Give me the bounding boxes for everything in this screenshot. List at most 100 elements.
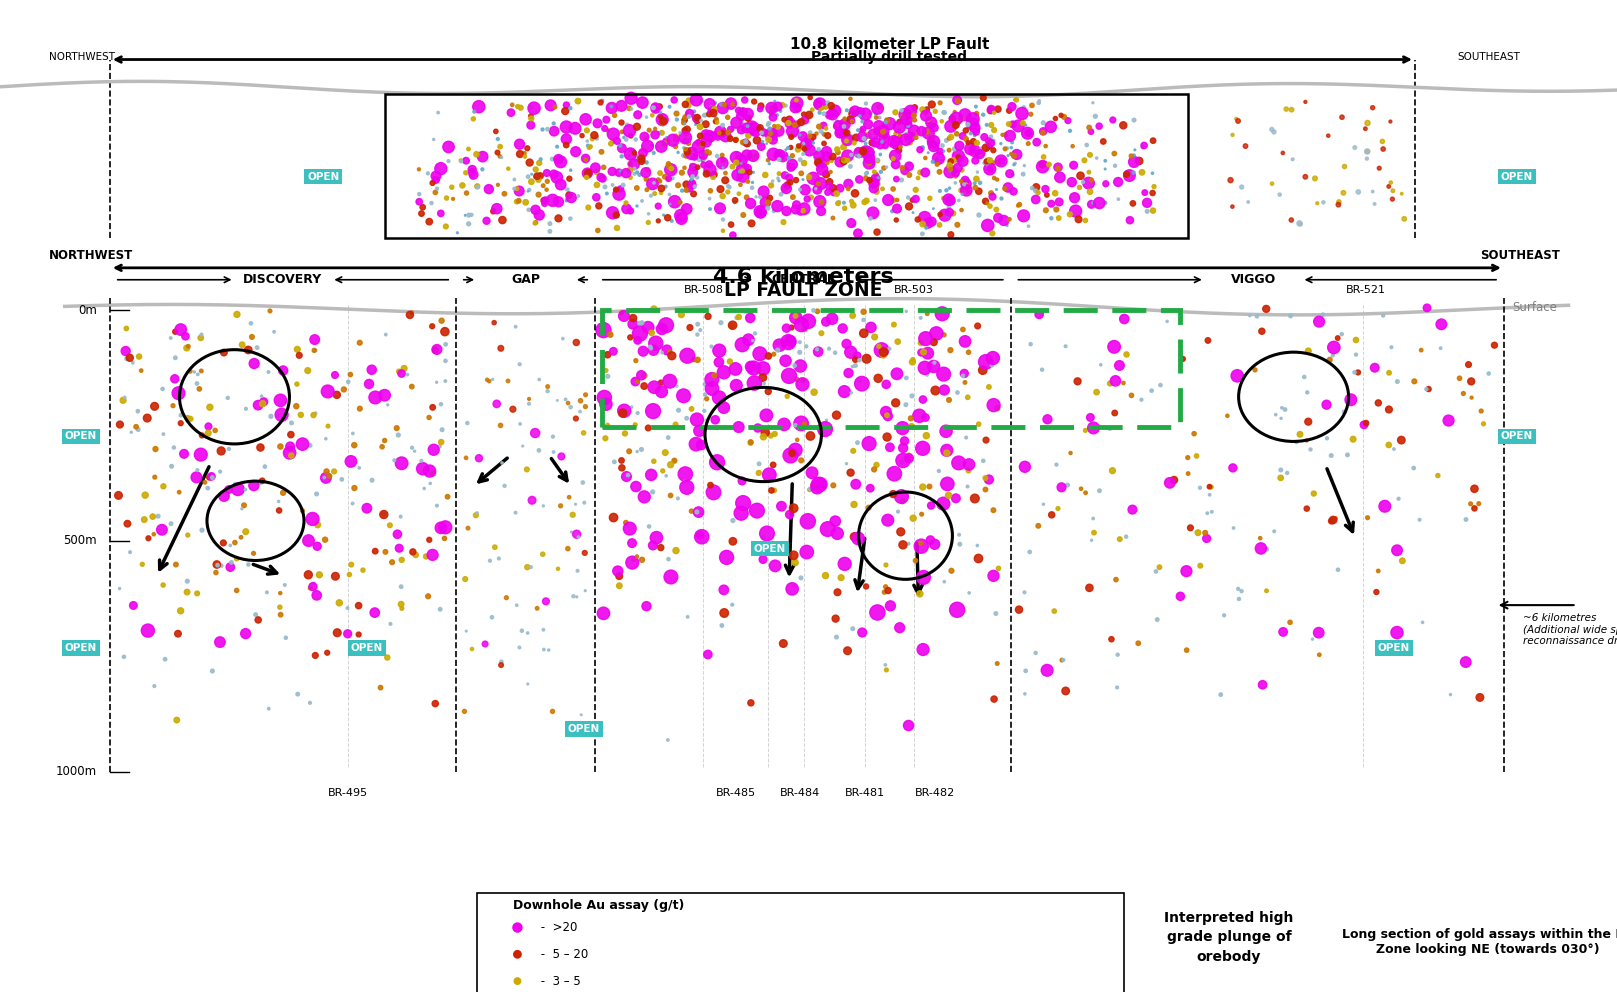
Point <box>304 517 330 533</box>
Point <box>1410 614 1436 630</box>
Point <box>1033 138 1059 154</box>
Point <box>1425 467 1450 483</box>
Point <box>1452 654 1478 670</box>
Point <box>883 157 909 173</box>
Point <box>461 104 487 120</box>
Point <box>553 192 579 208</box>
Point <box>912 165 938 181</box>
Point <box>150 381 176 397</box>
Point <box>1080 511 1106 527</box>
Point <box>665 178 690 193</box>
Point <box>982 170 1007 186</box>
Point <box>925 151 951 167</box>
Point <box>631 343 657 359</box>
Point <box>938 227 964 243</box>
Point <box>548 498 574 514</box>
Point <box>1111 375 1137 391</box>
Point <box>881 466 907 482</box>
Point <box>872 160 897 176</box>
Point <box>1100 112 1125 128</box>
Text: BR-495: BR-495 <box>328 788 367 798</box>
Point <box>233 401 259 417</box>
Point <box>833 117 859 133</box>
Point <box>429 205 454 221</box>
Point <box>931 104 957 120</box>
Point <box>1198 479 1224 495</box>
Point <box>629 193 655 209</box>
Point <box>1004 147 1030 163</box>
Point <box>647 98 673 114</box>
Point <box>747 101 773 117</box>
Point <box>388 509 414 525</box>
Point <box>640 538 666 554</box>
Point <box>131 512 157 528</box>
Point <box>705 115 731 131</box>
Point <box>513 149 538 165</box>
Point <box>1366 161 1392 177</box>
Point <box>768 186 794 202</box>
Point <box>757 156 783 172</box>
Point <box>823 513 849 529</box>
Point <box>493 590 519 606</box>
Point <box>930 306 956 321</box>
Point <box>778 115 804 131</box>
Point <box>784 142 810 158</box>
Point <box>314 645 340 661</box>
Point <box>779 148 805 164</box>
Point <box>952 333 978 349</box>
Point <box>948 174 973 189</box>
Point <box>1379 191 1405 207</box>
Point <box>178 363 204 379</box>
Point <box>946 527 972 543</box>
Point <box>217 538 243 554</box>
Point <box>914 428 939 443</box>
Point <box>949 111 975 127</box>
Point <box>977 139 1003 155</box>
Point <box>534 593 559 609</box>
Point <box>681 149 707 165</box>
Point <box>873 404 899 420</box>
Point <box>907 408 933 424</box>
Point <box>804 126 830 142</box>
Point <box>671 140 697 156</box>
Point <box>982 105 1007 121</box>
Point <box>516 184 542 199</box>
Point <box>640 176 666 191</box>
Point <box>369 438 395 454</box>
Point <box>558 189 584 205</box>
Point <box>854 165 880 181</box>
Point <box>1011 167 1036 183</box>
Point <box>776 368 802 384</box>
Point <box>889 537 915 553</box>
Point <box>367 384 393 400</box>
Point <box>569 474 595 490</box>
Point <box>831 153 857 169</box>
Point <box>912 150 938 166</box>
Text: LP FAULT ZONE: LP FAULT ZONE <box>724 281 883 301</box>
Point <box>750 530 776 546</box>
Point <box>1129 392 1155 408</box>
Point <box>896 118 922 134</box>
Point <box>673 466 699 482</box>
Point <box>1187 558 1213 573</box>
Point <box>939 111 965 127</box>
Point <box>640 302 666 317</box>
Point <box>377 518 403 534</box>
Point <box>1318 513 1344 529</box>
Point <box>399 305 425 320</box>
Point <box>1098 631 1124 647</box>
Point <box>872 129 897 145</box>
Point <box>695 143 721 159</box>
Point <box>1413 381 1439 397</box>
Point <box>907 310 933 325</box>
Point <box>881 316 907 332</box>
Point <box>374 326 399 342</box>
Point <box>775 166 800 182</box>
Point <box>1352 417 1378 433</box>
Point <box>302 342 328 358</box>
Point <box>676 109 702 125</box>
Point <box>839 359 865 375</box>
Point <box>737 434 763 450</box>
Point <box>162 350 188 366</box>
Point <box>377 616 403 632</box>
